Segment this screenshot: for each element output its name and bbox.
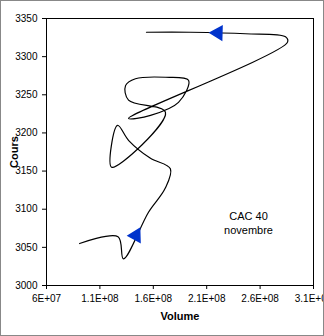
- svg-text:1.6E+08: 1.6E+08: [135, 293, 173, 304]
- svg-text:3100: 3100: [15, 203, 38, 214]
- svg-text:3300: 3300: [15, 51, 38, 62]
- svg-text:3050: 3050: [15, 242, 38, 253]
- svg-text:CAC 40novembre: CAC 40novembre: [224, 210, 273, 236]
- svg-text:2.1E+08: 2.1E+08: [188, 293, 226, 304]
- svg-text:3350: 3350: [15, 13, 38, 24]
- svg-text:2.6E+08: 2.6E+08: [241, 293, 279, 304]
- svg-text:1.1E+08: 1.1E+08: [81, 293, 119, 304]
- svg-text:3150: 3150: [15, 165, 38, 177]
- svg-text:Volume: Volume: [161, 310, 200, 322]
- svg-text:3.1E+08: 3.1E+08: [295, 293, 324, 304]
- svg-text:3000: 3000: [15, 280, 38, 291]
- svg-text:3200: 3200: [15, 127, 38, 139]
- svg-text:Cours: Cours: [8, 136, 20, 168]
- svg-text:6E+07: 6E+07: [32, 293, 62, 304]
- svg-text:3250: 3250: [15, 89, 38, 100]
